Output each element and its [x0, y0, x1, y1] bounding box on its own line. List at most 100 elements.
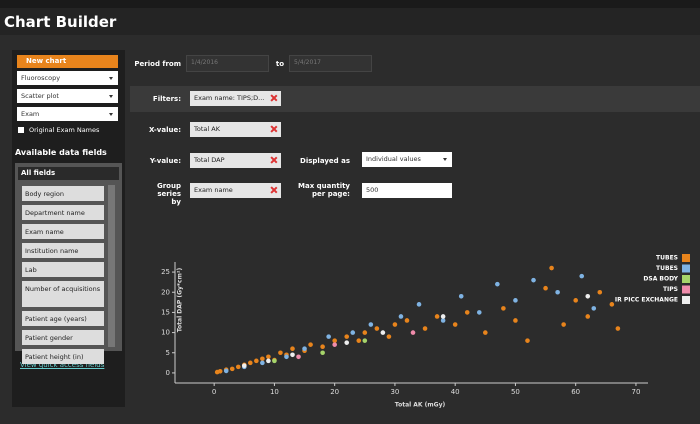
- date-input[interactable]: 5/4/2017: [289, 55, 372, 72]
- point: [344, 334, 350, 339]
- point: [332, 342, 337, 347]
- point: [356, 338, 362, 343]
- legend-swatch: [682, 254, 690, 262]
- point: [254, 358, 259, 364]
- x-tick-label: 70: [631, 388, 640, 396]
- list-header: All fields: [18, 167, 119, 180]
- label: Filters:: [152, 95, 181, 103]
- y-tick-label: 20: [161, 288, 170, 296]
- point: [266, 358, 271, 364]
- point: [272, 358, 277, 364]
- x-tick-label: 60: [571, 388, 580, 396]
- section-title: Available data fields: [15, 148, 107, 157]
- legend-label: TIPS: [663, 286, 678, 293]
- point: [585, 293, 591, 299]
- point: [296, 354, 301, 360]
- point: [380, 330, 386, 335]
- point: [531, 277, 536, 283]
- legend-label: IR PICC EXCHANGE: [615, 297, 678, 304]
- dropdown[interactable]: Fluoroscopy: [17, 71, 118, 85]
- field-item[interactable]: Patient height (in): [22, 349, 104, 364]
- point: [585, 314, 591, 319]
- group-tag[interactable]: Exam name: [190, 183, 281, 198]
- point: [398, 314, 404, 319]
- point: [386, 334, 392, 339]
- new-chart-button[interactable]: New chart: [17, 55, 118, 68]
- point: [266, 354, 271, 360]
- point: [440, 318, 446, 323]
- point: [543, 285, 548, 291]
- point: [549, 265, 554, 271]
- field-item[interactable]: Department name: [22, 205, 104, 220]
- point: [561, 322, 566, 327]
- field-item[interactable]: Exam name: [22, 224, 104, 239]
- point: [260, 356, 265, 362]
- point: [597, 289, 603, 295]
- dropdown[interactable]: Exam: [17, 107, 118, 121]
- x-tick-label: 30: [390, 388, 399, 396]
- point: [452, 322, 458, 327]
- point: [229, 366, 235, 372]
- number-input[interactable]: 500: [362, 183, 452, 198]
- y-tag[interactable]: Total DAP: [190, 153, 281, 168]
- point: [320, 350, 325, 356]
- date-input[interactable]: 1/4/2016: [186, 55, 269, 72]
- label: X-value:: [149, 126, 181, 134]
- field-item[interactable]: Number of acquisitions: [22, 281, 104, 307]
- filter-tag[interactable]: Exam name: TIPS;D...: [190, 91, 281, 106]
- point: [458, 293, 464, 299]
- field-item[interactable]: Institution name: [22, 243, 104, 258]
- field-item[interactable]: Lab: [22, 262, 104, 277]
- x-tick-label: 20: [330, 388, 339, 396]
- point: [525, 338, 530, 343]
- point: [278, 350, 283, 356]
- scrollbar[interactable]: [108, 185, 115, 347]
- x-tag[interactable]: Total AK: [190, 122, 281, 137]
- dropdown[interactable]: Scatter plot: [17, 89, 118, 103]
- point: [368, 322, 374, 327]
- field-item[interactable]: Patient age (years): [22, 311, 104, 326]
- point: [483, 330, 488, 335]
- x-axis-label: Total AK (mGy): [395, 402, 446, 409]
- point: [434, 314, 440, 319]
- y-tick-label: 5: [166, 349, 170, 357]
- legend-swatch: [682, 275, 690, 283]
- point: [326, 334, 331, 339]
- point: [260, 360, 265, 366]
- point: [284, 354, 289, 360]
- field-item[interactable]: Body region: [22, 186, 104, 201]
- point: [241, 363, 247, 368]
- link[interactable]: View quick access fields: [20, 361, 105, 369]
- point: [416, 302, 422, 307]
- point: [374, 326, 380, 331]
- label: to: [275, 60, 284, 68]
- point: [308, 342, 313, 347]
- label: Max quantity per page:: [298, 182, 350, 198]
- x-tick-label: 10: [270, 388, 279, 396]
- point: [350, 330, 356, 335]
- point: [248, 360, 253, 366]
- legend-label: DSA BODY: [643, 276, 678, 283]
- point: [290, 346, 295, 352]
- point: [344, 340, 350, 345]
- point: [476, 310, 482, 315]
- tag-text: Exam name: [194, 186, 233, 194]
- label: Displayed as: [300, 157, 350, 165]
- field-item[interactable]: Patient gender: [22, 330, 104, 345]
- point: [332, 338, 337, 343]
- dropdown[interactable]: Individual values: [362, 152, 452, 167]
- legend-swatch: [682, 296, 690, 304]
- point: [573, 298, 578, 303]
- legend-swatch: [682, 264, 690, 273]
- tag-text: Total AK: [194, 125, 220, 133]
- point: [302, 346, 307, 352]
- point: [579, 273, 585, 279]
- checkbox[interactable]: [18, 127, 24, 133]
- y-tick-label: 15: [161, 308, 170, 316]
- x-tick-label: 0: [212, 388, 216, 396]
- point: [495, 281, 500, 287]
- tag-text: Total DAP: [194, 156, 225, 164]
- tag-text: Exam name: TIPS;D...: [194, 94, 265, 102]
